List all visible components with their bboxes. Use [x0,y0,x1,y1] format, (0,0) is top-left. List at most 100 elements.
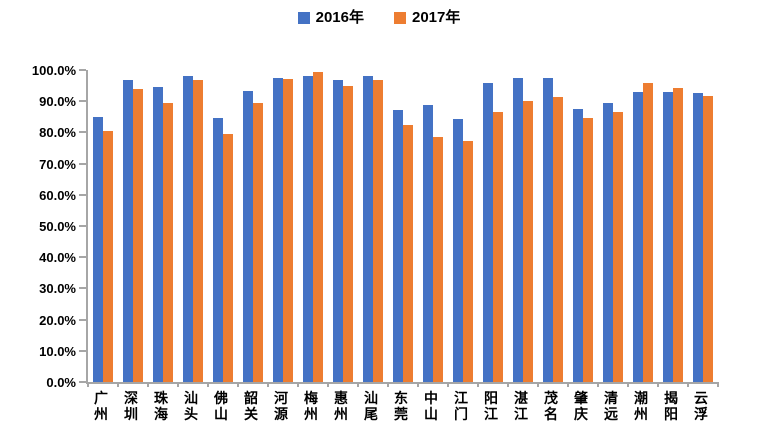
x-category-label: 中山 [424,390,438,423]
bar-2017年-惠州 [343,86,353,382]
x-category-slot: 清远 [596,390,626,422]
x-tick-mark [327,382,329,387]
y-tick-mark [79,287,86,290]
bar-2017年-江门 [463,140,473,382]
bar-2016年-阳江 [483,83,493,382]
y-tick-mark [79,349,86,352]
x-tick-mark [117,382,119,387]
x-category-slot: 中山 [416,390,446,422]
x-axis: 广州 深圳 珠海 汕头 佛山 韶关 河源 梅州 惠州 汕尾 东莞 中山 江门 阳江 湛江 茂名 肇庆 清远 潮州 揭阳… [86,390,716,422]
bar-2017年-河源 [283,79,293,382]
bar-2016年-珠海 [153,86,163,382]
y-tick-label: 50.0% [39,219,76,234]
bar-2017年-肇庆 [583,118,593,382]
bar-2017年-中山 [433,137,443,382]
x-tick-mark [567,382,569,387]
x-category-label: 湛江 [514,390,528,423]
x-category-slot: 广州 [86,390,116,422]
bar-group-肇庆 [568,70,598,382]
x-tick-mark [717,382,719,387]
bar-group-潮州 [628,70,658,382]
bar-2017年-湛江 [523,101,533,382]
x-tick-mark [447,382,449,387]
bar-2017年-韶关 [253,103,263,382]
bar-2016年-江门 [453,118,463,382]
bar-2016年-梅州 [303,75,313,382]
x-tick-mark [267,382,269,387]
x-category-label: 汕尾 [364,390,378,423]
y-tick-mark [79,381,86,383]
chart-legend: 2016年 2017年 [0,10,758,25]
bar-2016年-茂名 [543,77,553,382]
bar-group-汕头 [178,70,208,382]
legend-label: 2016年 [315,9,364,26]
bar-group-深圳 [118,70,148,382]
legend-label: 2017年 [412,9,461,26]
x-category-label: 肇庆 [574,390,588,423]
bar-2017年-深圳 [133,88,143,382]
y-tick-label: 90.0% [39,94,76,110]
y-tick-label: 20.0% [39,312,76,328]
bar-2016年-潮州 [633,91,643,382]
y-tick-label: 80.0% [39,125,76,141]
bar-2016年-佛山 [213,118,223,382]
bar-2017年-揭阳 [673,87,683,382]
y-tick-label: 70.0% [39,156,76,172]
x-category-label: 佛山 [214,390,228,423]
bar-2016年-东莞 [393,109,403,382]
bar-2016年-惠州 [333,79,343,382]
x-tick-mark [297,382,299,387]
x-category-slot: 揭阳 [656,390,686,422]
bar-groups [88,70,718,382]
x-category-label: 深圳 [124,390,138,423]
bar-2017年-东莞 [403,124,413,382]
x-tick-mark [477,382,479,387]
x-tick-mark [597,382,599,387]
y-tick-mark [79,193,86,196]
x-category-slot: 深圳 [116,390,146,422]
y-tick-label: 0.0% [46,375,76,390]
x-category-slot: 汕头 [176,390,206,422]
legend-item-2016年: 2016年 [297,9,364,26]
x-category-slot: 茂名 [536,390,566,422]
x-tick-mark [147,382,149,387]
bar-2016年-广州 [93,117,103,382]
y-tick-label: 30.0% [39,281,76,297]
bar-group-湛江 [508,70,538,382]
y-tick-mark [79,69,86,71]
x-category-label: 东莞 [394,390,408,423]
bar-2016年-汕头 [183,76,193,382]
x-tick-mark [687,382,689,387]
x-tick-mark [507,382,509,387]
bar-2017年-梅州 [313,71,323,382]
x-category-slot: 梅州 [296,390,326,422]
bar-group-河源 [268,70,298,382]
bar-2016年-汕尾 [363,75,373,382]
bar-2017年-广州 [103,130,113,382]
x-category-slot: 云浮 [686,390,716,422]
y-tick-label: 10.0% [39,343,76,359]
x-category-slot: 江门 [446,390,476,422]
x-tick-mark [207,382,209,387]
bar-group-揭阳 [658,70,688,382]
x-category-slot: 阳江 [476,390,506,422]
x-category-slot: 湛江 [506,390,536,422]
x-category-label: 汕头 [184,390,198,423]
plot-area [79,69,719,387]
bar-2017年-阳江 [493,111,503,382]
x-tick-mark [657,382,659,387]
x-category-label: 广州 [94,390,108,423]
y-tick-mark [79,131,86,134]
y-axis: 100.0% 90.0% 80.0% 70.0% 60.0% 50.0% 40.0% 30.0… [0,63,76,390]
x-tick-mark [627,382,629,387]
bar-2016年-深圳 [123,79,133,382]
bar-2016年-河源 [273,78,283,382]
bar-group-清远 [598,70,628,382]
x-category-slot: 珠海 [146,390,176,422]
bar-2017年-茂名 [553,96,563,382]
x-category-slot: 潮州 [626,390,656,422]
y-tick-label: 60.0% [39,187,76,203]
bar-group-惠州 [328,70,358,382]
bar-2017年-汕尾 [373,79,383,382]
